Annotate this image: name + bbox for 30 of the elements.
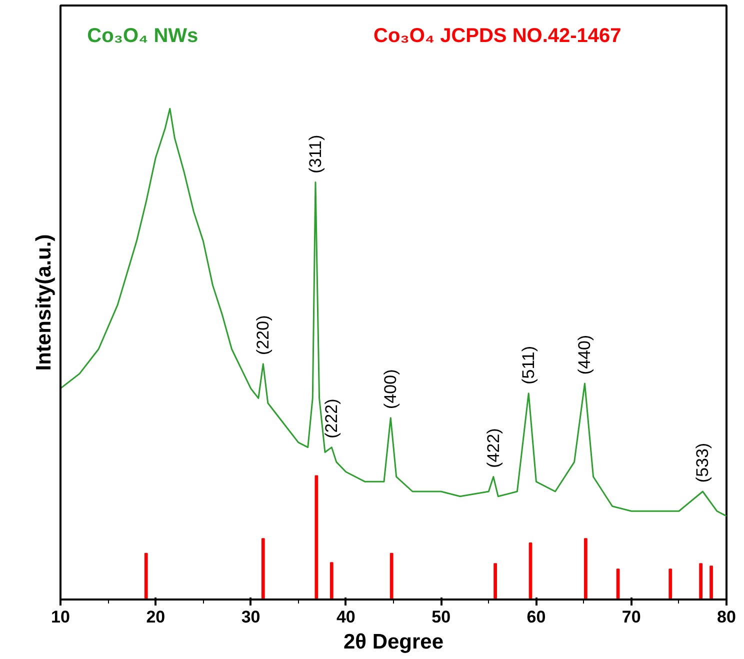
annotation: (400) [381, 369, 400, 409]
annotation: (440) [575, 334, 594, 375]
x-tick-label: 60 [526, 608, 546, 626]
bar [494, 563, 497, 600]
bar [144, 552, 148, 600]
x-tick-label: 70 [622, 608, 641, 626]
bar [584, 538, 588, 600]
x-tick-label: 40 [336, 608, 356, 626]
annotation: (511) [519, 346, 538, 384]
x-axis-title: 2θ Degree [343, 630, 444, 654]
bar [330, 562, 334, 600]
x-tick-label: 20 [146, 608, 166, 626]
annotation: (220) [254, 315, 273, 355]
x-tick-label: 10 [51, 608, 70, 626]
bar [699, 563, 702, 600]
text: Co₃O₄ NWs [87, 25, 198, 48]
x-tick-label: 30 [241, 608, 260, 626]
text: Co₃O₄ JCPDS NO.42-1467 [374, 25, 622, 48]
y-axis-title: Intensity(a.u.) [32, 234, 56, 371]
bar [710, 566, 713, 600]
annotation: (422) [484, 428, 503, 468]
x-tick-label: 80 [717, 608, 736, 626]
annotation: (533) [693, 442, 712, 483]
bar [261, 538, 265, 600]
bar [390, 552, 394, 600]
annotation: (311) [306, 134, 325, 174]
bar [314, 475, 318, 600]
bar [668, 568, 672, 600]
x-tick-label: 50 [432, 608, 451, 626]
annotation: (222) [322, 398, 342, 438]
